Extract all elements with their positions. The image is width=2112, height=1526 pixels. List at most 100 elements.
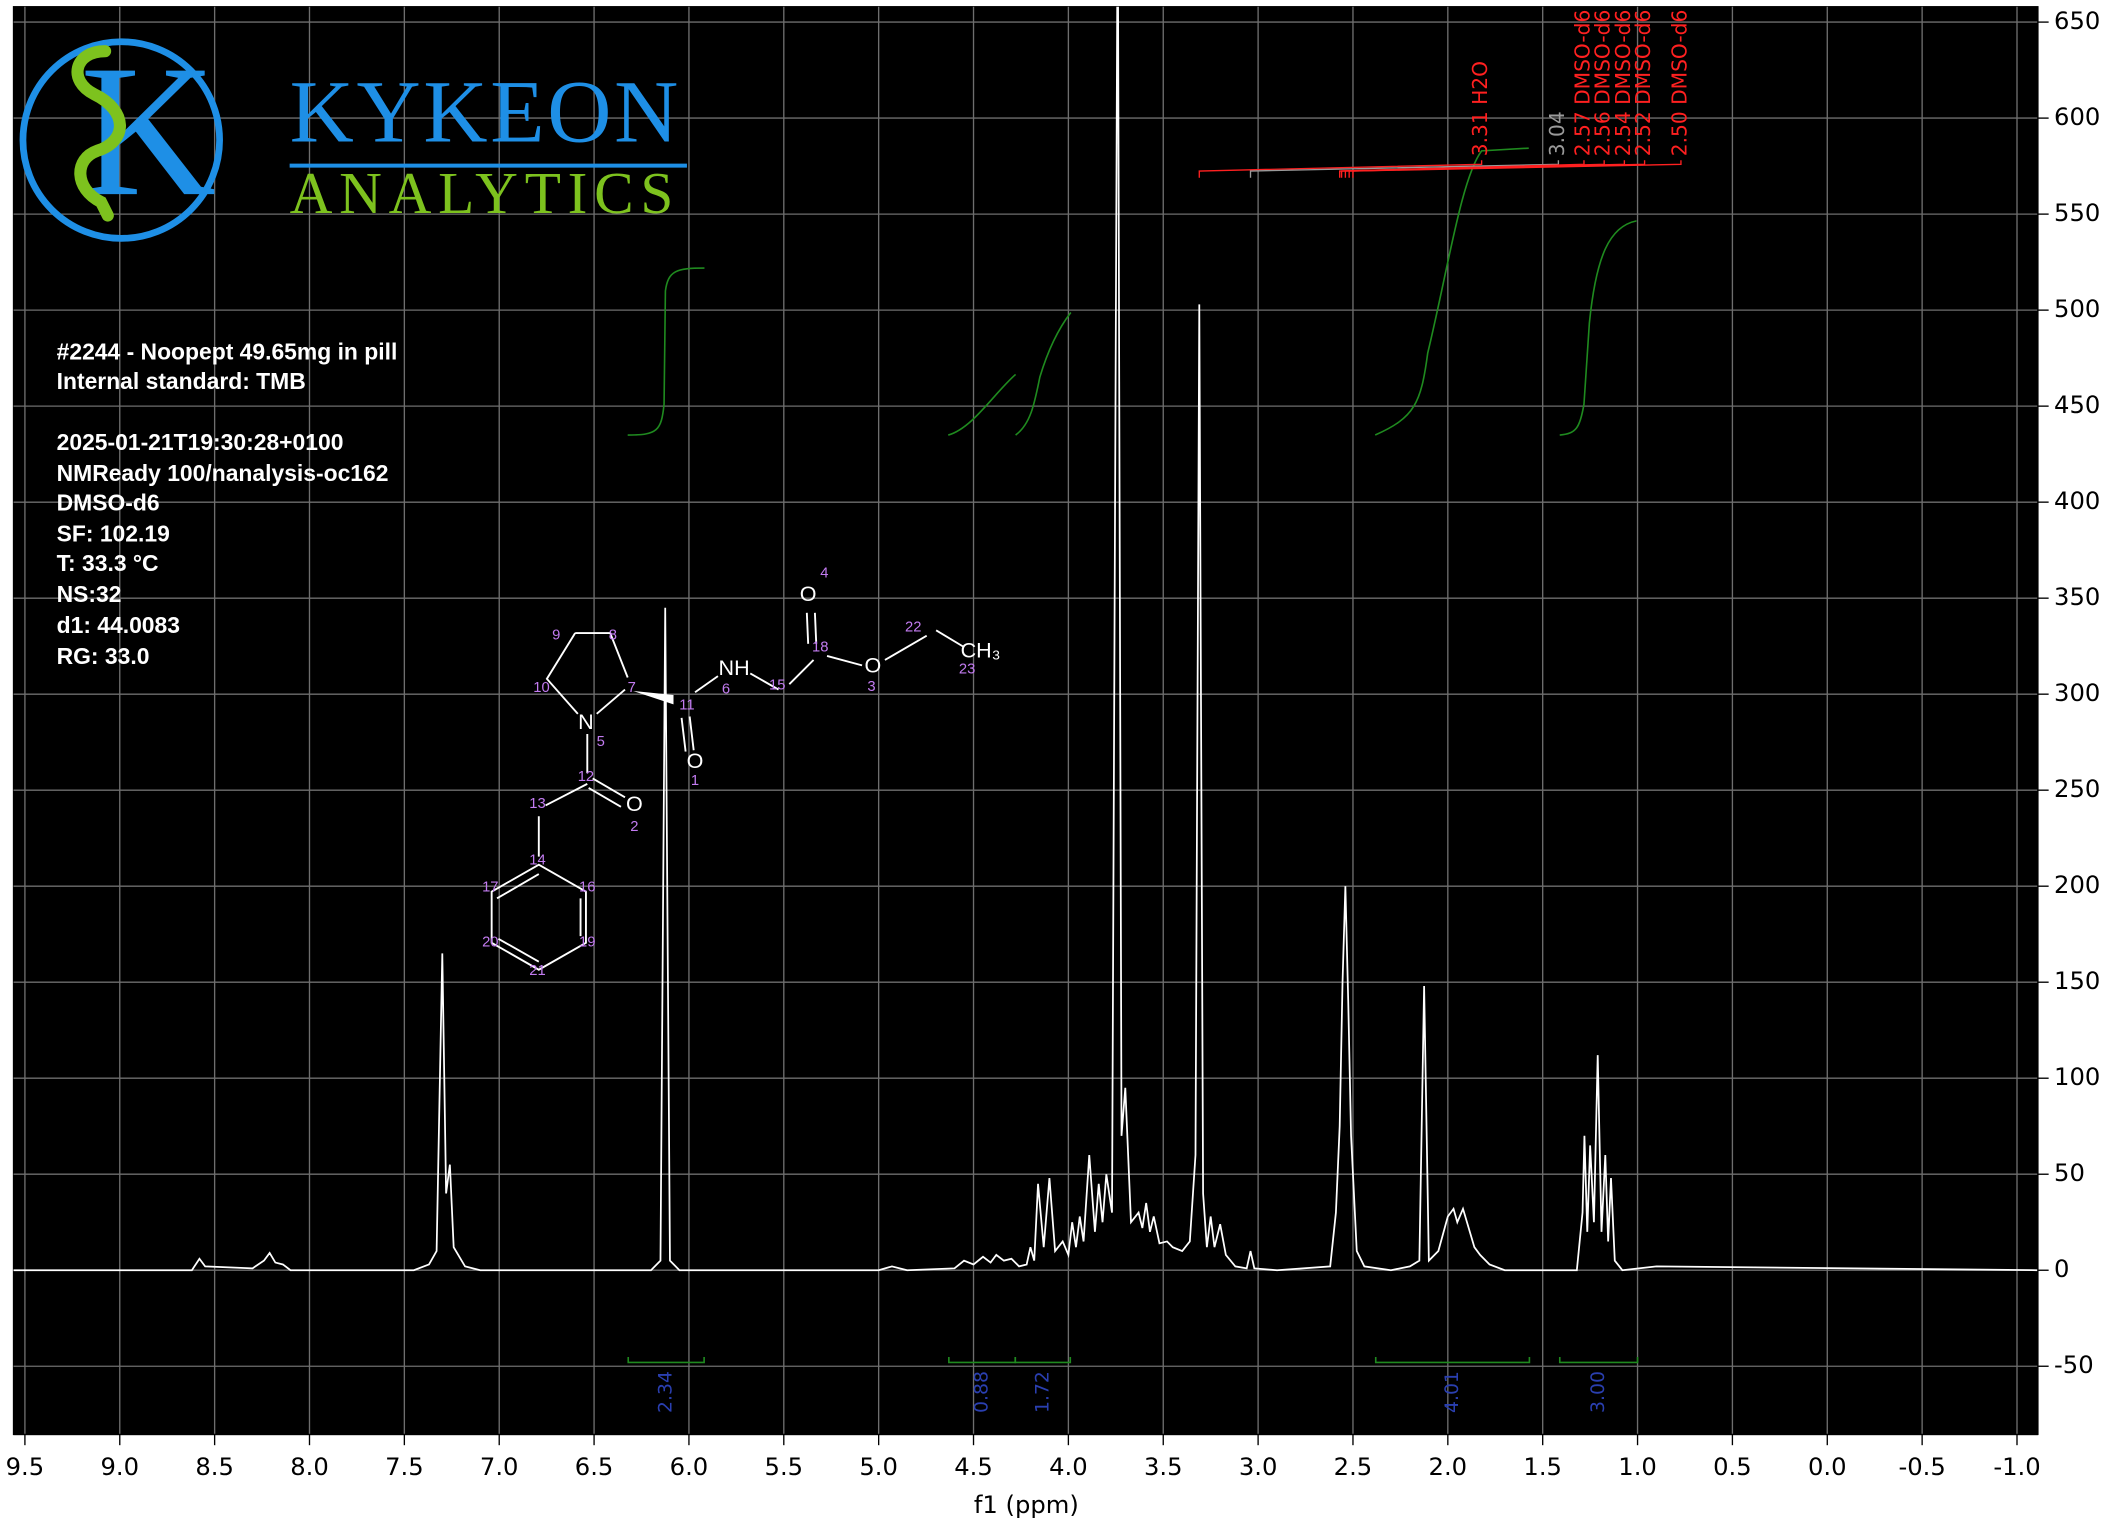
plot-area: [12, 6, 2039, 1436]
peak-label: 2.52 DMSO-d6: [1631, 10, 1655, 157]
info-line: DMSO-d6: [57, 489, 160, 515]
x-tick-label: 6.5: [575, 1452, 614, 1481]
y-tick-label: 450: [2054, 390, 2100, 419]
x-tick-label: 3.5: [1144, 1452, 1183, 1481]
atom-number: 6: [722, 682, 730, 698]
y-tick-label: 500: [2054, 294, 2100, 323]
y-tick-label: 600: [2054, 102, 2100, 131]
peak-label: 2.54 DMSO-d6: [1611, 10, 1635, 157]
peak-label: 3.31 H2O: [1468, 61, 1492, 156]
x-tick-label: 2.0: [1429, 1452, 1468, 1481]
atom-label: O: [800, 582, 817, 606]
peak-label: 2.57 DMSO-d6: [1570, 10, 1594, 157]
atom-number: 8: [609, 628, 617, 644]
atom-number: 2: [630, 819, 638, 835]
x-tick-label: 8.5: [195, 1452, 234, 1481]
info-line: #2244 - Noopept 49.65mg in pill: [57, 339, 398, 365]
atom-number: 16: [579, 879, 595, 895]
y-tick-label: 350: [2054, 582, 2100, 611]
atom-number: 14: [529, 853, 545, 869]
x-tick-label: 0.5: [1713, 1452, 1752, 1481]
info-line: NS:32: [57, 581, 122, 607]
atom-number: 9: [552, 628, 560, 644]
atom-number: 18: [812, 640, 828, 656]
atom-label: NH: [719, 656, 750, 680]
integral-bracket: [1014, 1357, 1072, 1364]
marks: 2.34 0.88 1.72 4.01 3.00 3.31 H2O 3.04 2.57 DMS…: [13, 6, 2038, 1413]
atom-number: 21: [529, 963, 545, 979]
atom-number: 13: [529, 796, 545, 812]
atom-label: N: [578, 710, 594, 734]
atom-number: 1: [691, 773, 699, 789]
x-axis-title: f1 (ppm): [974, 1490, 1079, 1519]
atom-number: 4: [820, 566, 828, 582]
integral-bracket: [1374, 1357, 1531, 1364]
x-tick-label: 6.0: [670, 1452, 709, 1481]
integral-bracket: [627, 1357, 705, 1364]
y-tick-label: 200: [2054, 870, 2100, 899]
logo-ring: [19, 38, 223, 242]
info-line: T: 33.3 °C: [57, 550, 159, 576]
logo: K KYKEON ANALYTICS: [19, 26, 687, 242]
logo-tagline: ANALYTICS: [290, 160, 680, 226]
y-tick-label: 150: [2054, 966, 2100, 995]
logo-snake: [71, 45, 126, 222]
x-tick-label: 5.5: [765, 1452, 804, 1481]
peak-leader: [1249, 160, 1560, 178]
atom-number: 11: [679, 698, 694, 714]
atom-label: O: [687, 749, 704, 773]
atom-label: CH₃: [961, 639, 1001, 663]
x-tick-label: 2.5: [1334, 1452, 1373, 1481]
x-tick-label: -1.0: [1993, 1452, 2040, 1481]
info-line: SF: 102.19: [57, 520, 170, 546]
y-tick-label: 50: [2054, 1158, 2085, 1187]
wedge-bond: [633, 690, 674, 705]
atom-label: O: [864, 653, 881, 677]
x-tick-label: 1.0: [1618, 1452, 1657, 1481]
y-tick-label: 400: [2054, 486, 2100, 515]
integral-label: 0.88: [972, 1371, 993, 1413]
peak-leader: [1352, 160, 1682, 178]
x-tick-label: 4.0: [1049, 1452, 1088, 1481]
peak-leader: [1198, 160, 1483, 178]
info-line: d1: 44.0083: [57, 612, 180, 638]
info-line: NMReady 100/nanalysis-oc162: [57, 460, 389, 486]
x-tick-label: 9.0: [100, 1452, 139, 1481]
y-tick-label: 250: [2054, 774, 2100, 803]
integral-curves: [627, 147, 1637, 436]
atom-number: 17: [482, 879, 498, 895]
integral-label: 4.01: [1442, 1371, 1463, 1413]
atom-number: 23: [959, 661, 975, 677]
logo-name: KYKEON: [290, 64, 681, 162]
bonds: [490, 612, 964, 971]
peak-label: 3.04: [1545, 111, 1569, 156]
y-tick-label: 300: [2054, 678, 2100, 707]
atom-number: 3: [867, 679, 875, 695]
x-tick-label: -0.5: [1898, 1452, 1945, 1481]
atom-label: O: [626, 792, 643, 816]
info-line: Internal standard: TMB: [57, 368, 306, 394]
x-tick-label: 0.0: [1808, 1452, 1847, 1481]
x-tick-label: 7.5: [385, 1452, 424, 1481]
atom-number: 7: [628, 680, 636, 696]
x-tick-label: 3.0: [1239, 1452, 1278, 1481]
peak-label: 2.50 DMSO-d6: [1667, 10, 1691, 157]
x-tick-label: 8.0: [290, 1452, 329, 1481]
integral-curve: [948, 373, 1017, 436]
x-tick-label: 4.5: [954, 1452, 993, 1481]
atom-number: 5: [597, 734, 605, 750]
atom-number: 20: [482, 935, 498, 951]
integral-curve: [627, 267, 705, 436]
info-line: RG: 33.0: [57, 643, 150, 669]
integral-curve: [1015, 311, 1072, 436]
atom-number: 19: [579, 935, 595, 951]
spectrum-line: [13, 6, 2038, 1272]
integral-label: 1.72: [1032, 1371, 1053, 1413]
integral-curve: [1559, 220, 1637, 436]
y-tick-label: 550: [2054, 198, 2100, 227]
integral-label: 3.00: [1588, 1371, 1609, 1413]
peak-label: 2.56 DMSO-d6: [1591, 10, 1615, 157]
y-tick-label: 0: [2054, 1254, 2069, 1283]
integral-label: 2.34: [656, 1371, 677, 1413]
